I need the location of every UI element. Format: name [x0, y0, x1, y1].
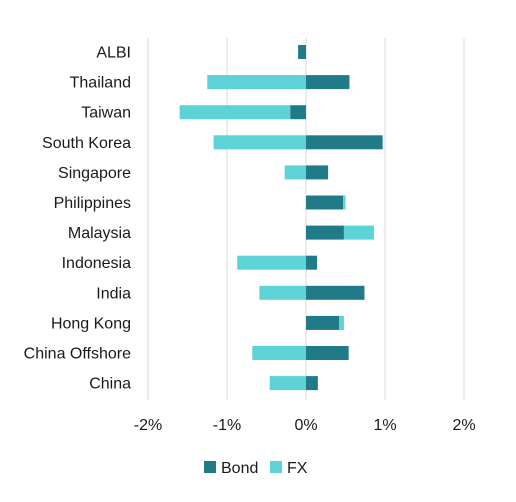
- bar-fx-3: [213, 135, 306, 150]
- bar-fx-11: [269, 376, 306, 391]
- bar-fx-10: [252, 346, 306, 360]
- gridlines: [147, 38, 465, 400]
- category-label: South Korea: [42, 135, 131, 152]
- bar-fx-8: [259, 285, 306, 300]
- legend-label-fx: FX: [287, 460, 308, 477]
- category-label: Philippines: [54, 195, 131, 212]
- bar-bond-2: [290, 105, 306, 120]
- category-label: China Offshore: [24, 346, 131, 363]
- x-tick-labels: -2% -1% 0% 1% 2%: [134, 417, 476, 434]
- x-tick-label: 0%: [294, 417, 317, 434]
- bar-bond-10: [306, 346, 349, 360]
- bar-bond-9: [306, 315, 340, 330]
- bar-fx-9: [339, 315, 344, 330]
- bar-fx-1: [207, 75, 306, 90]
- category-label: India: [96, 285, 131, 302]
- category-label: Malaysia: [68, 225, 131, 242]
- legend-swatch-fx: [270, 461, 282, 473]
- category-label: Taiwan: [81, 105, 131, 122]
- category-label: ALBI: [96, 45, 131, 62]
- bar-bond-5: [306, 195, 344, 210]
- bar-fx-2: [179, 105, 291, 120]
- bar-bond-0: [298, 45, 306, 59]
- bar-bond-8: [306, 285, 365, 300]
- x-tick-label: -2%: [134, 417, 162, 434]
- bar-bond-6: [306, 225, 344, 240]
- bar-bond-1: [306, 75, 350, 90]
- bar-bond-11: [306, 376, 318, 391]
- bar-fx-6: [343, 225, 374, 240]
- legend-swatch-bond: [204, 461, 216, 473]
- x-tick-label: -1%: [213, 417, 241, 434]
- bar-bond-3: [306, 135, 383, 150]
- category-label: China: [89, 376, 131, 393]
- x-tick-label: 2%: [452, 417, 475, 434]
- bar-fx-7: [237, 255, 306, 270]
- bar-bond-7: [306, 255, 318, 270]
- bar-fx-5: [343, 195, 346, 210]
- bar-fx-4: [284, 165, 306, 180]
- legend-label-bond: Bond: [221, 460, 258, 477]
- legend: Bond FX: [204, 460, 308, 477]
- category-labels: ALBI Thailand Taiwan South Korea Singapore Ph…: [24, 45, 131, 393]
- category-label: Hong Kong: [51, 315, 131, 332]
- bars-group: [179, 45, 383, 391]
- category-label: Singapore: [58, 165, 131, 182]
- category-label: Indonesia: [62, 255, 131, 272]
- bar-bond-4: [306, 165, 329, 180]
- x-tick-label: 1%: [373, 417, 396, 434]
- category-label: Thailand: [70, 75, 131, 92]
